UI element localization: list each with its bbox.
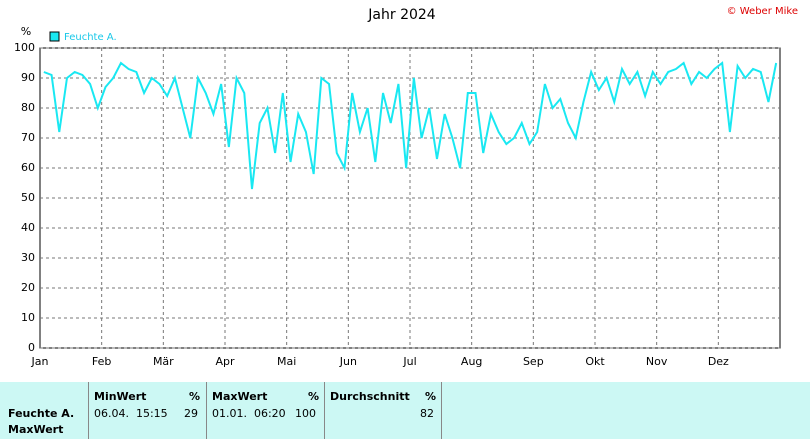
x-tick-label: Jan (31, 355, 49, 368)
y-tick-label: 30 (21, 251, 35, 264)
chart: Jahr 2024 © Weber Mike % Feuchte A. 0 10 2… (14, 6, 798, 368)
x-tick-label: Okt (585, 355, 605, 368)
row-label: MaxWert (8, 423, 64, 436)
header: MaxWert (212, 390, 268, 403)
cell: 01.01. 06:20 (212, 407, 286, 420)
y-tick-label: 70 (21, 131, 35, 144)
cell: 29 (184, 407, 198, 420)
cell: 06.04. 15:15 (94, 407, 168, 420)
separator (324, 382, 325, 439)
cell: 100 (295, 407, 316, 420)
stats-table: MinWert % MaxWert % Durchschnitt % Feuch… (0, 382, 810, 439)
x-tick-label: Mai (277, 355, 296, 368)
header: % (189, 390, 201, 403)
legend-swatch (49, 31, 60, 42)
legend-label: Feuchte A. (64, 32, 117, 43)
copyright: © Weber Mike (727, 6, 798, 17)
separator (88, 382, 89, 439)
x-tick-label: Sep (523, 355, 544, 368)
y-tick-label: 90 (21, 71, 35, 84)
y-tick-label: 40 (21, 221, 35, 234)
header: MinWert (94, 390, 147, 403)
y-tick-label: 100 (14, 41, 35, 54)
header: Durchschnitt (330, 390, 410, 403)
x-tick-label: Dez (708, 355, 729, 368)
chart-title: Jahr 2024 (367, 7, 436, 23)
y-tick-label: 10 (21, 311, 35, 324)
data-line (43, 61, 778, 190)
header: % (425, 390, 437, 403)
y-tick-label: 60 (21, 161, 35, 174)
separator (206, 382, 207, 439)
header: % (308, 390, 320, 403)
x-tick-label: Aug (461, 355, 482, 368)
separator (441, 382, 442, 439)
row-label: Feuchte A. (8, 407, 75, 420)
cell: 82 (420, 407, 434, 420)
y-tick-label: 80 (21, 101, 35, 114)
x-tick-label: Apr (215, 355, 235, 368)
x-tick-label: Jun (339, 355, 357, 368)
x-tick-label: Nov (646, 355, 668, 368)
y-tick-label: 0 (28, 341, 35, 354)
x-tick-label: Feb (92, 355, 111, 368)
y-tick-label: 20 (21, 281, 35, 294)
x-tick-label: Mär (153, 355, 174, 368)
y-axis-label: % (21, 25, 31, 38)
y-tick-label: 50 (21, 191, 35, 204)
x-tick-label: Jul (402, 355, 416, 368)
